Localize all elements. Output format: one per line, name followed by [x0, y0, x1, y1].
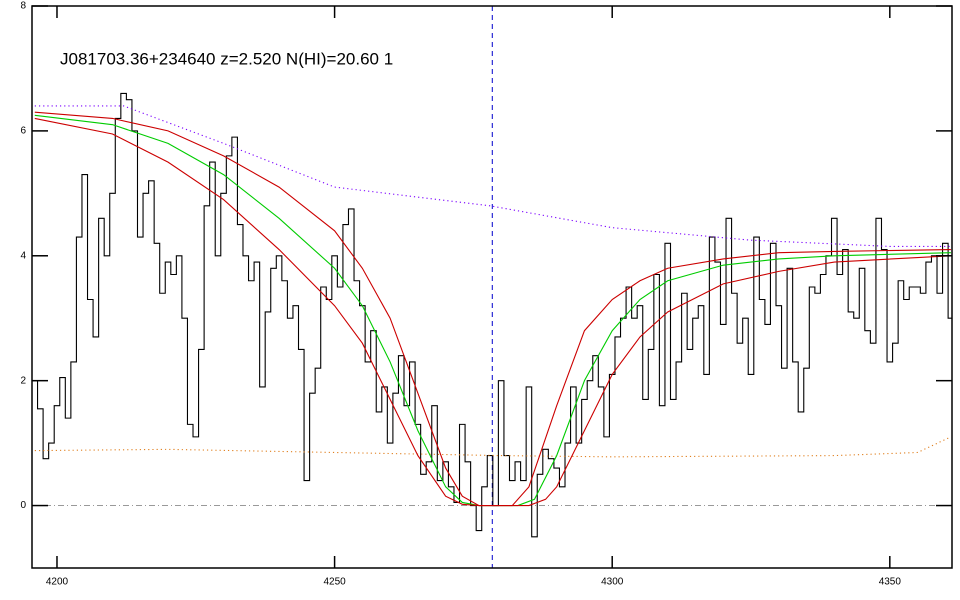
y-tick-label: 0	[20, 500, 26, 511]
x-tick-label: 4200	[46, 577, 69, 588]
chart-title: J081703.36+234640 z=2.520 N(HI)=20.60 1	[60, 49, 393, 68]
x-tick-label: 4350	[879, 577, 902, 588]
y-tick-label: 2	[20, 375, 26, 386]
model-line	[34, 117, 951, 507]
x-tick-label: 4250	[323, 577, 346, 588]
y-tick-label: 8	[20, 1, 26, 12]
x-tick-label: 4300	[601, 577, 624, 588]
model-line	[34, 105, 951, 247]
y-tick-label: 4	[20, 250, 26, 261]
y-tick-label: 6	[20, 126, 26, 137]
plot-frame	[31, 5, 953, 569]
